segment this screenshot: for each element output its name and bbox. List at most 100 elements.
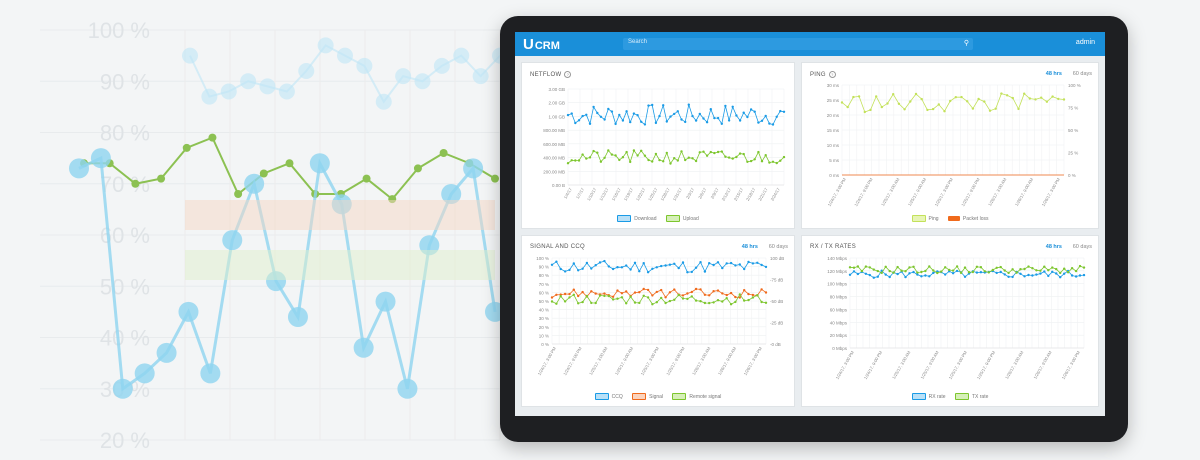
- series-point: [1051, 95, 1054, 98]
- legend-ping[interactable]: Ping: [911, 215, 939, 222]
- help-icon[interactable]: ?: [828, 71, 836, 78]
- series-point: [660, 288, 663, 292]
- series-point: [971, 270, 975, 274]
- bg-series-point: [157, 174, 166, 183]
- series-point: [620, 292, 624, 295]
- search-input[interactable]: Search ⚲: [623, 38, 973, 50]
- legend-tx[interactable]: TX rate: [954, 393, 988, 400]
- series-point: [727, 156, 731, 159]
- series-point: [686, 297, 689, 301]
- bg-series-point: [131, 179, 140, 188]
- user-menu[interactable]: admin: [1075, 39, 1095, 46]
- help-icon[interactable]: ?: [564, 71, 572, 78]
- series-point: [731, 157, 734, 160]
- series-point: [959, 271, 963, 275]
- series-point: [709, 108, 712, 111]
- series-point: [581, 267, 584, 270]
- series-point: [743, 267, 746, 271]
- series-point: [897, 102, 901, 105]
- series-point: [585, 294, 589, 298]
- series-point: [633, 301, 637, 304]
- legend-signal[interactable]: Signal: [632, 393, 663, 400]
- app-logo[interactable]: UCRM: [523, 36, 560, 53]
- series-point: [1023, 275, 1026, 278]
- legend-remote-signal[interactable]: Remote signal: [672, 393, 721, 400]
- legend-download[interactable]: Download: [617, 215, 657, 222]
- series-point: [603, 292, 606, 295]
- range-48hrs[interactable]: 48 hrs: [741, 244, 758, 250]
- range-60days[interactable]: 60 days: [1072, 244, 1092, 250]
- signal-ccq-panel: SIGNAL AND CCQ 48 hrs 60 days 100 % 90 % 8…: [521, 235, 795, 407]
- series-point: [574, 121, 577, 125]
- series-point: [955, 269, 959, 273]
- series-point: [568, 268, 571, 272]
- series-point: [664, 301, 667, 305]
- bg-series-point: [413, 164, 422, 173]
- series-point: [904, 270, 907, 273]
- series-point: [632, 149, 636, 152]
- legend-upload[interactable]: Upload: [665, 215, 699, 222]
- series-point: [721, 266, 724, 270]
- legend-packet-loss[interactable]: Packet loss: [947, 216, 988, 222]
- series-point: [1011, 96, 1014, 100]
- series-point: [914, 92, 918, 96]
- series-point: [590, 267, 593, 270]
- bg-series-point: [90, 148, 111, 169]
- y-tick-label: 0.00 B: [552, 183, 565, 188]
- series-point: [592, 105, 595, 109]
- legend-rx[interactable]: RX rate: [911, 393, 946, 400]
- series-point: [734, 300, 737, 304]
- series-point: [846, 105, 849, 109]
- range-60days[interactable]: 60 days: [1072, 71, 1092, 77]
- series-point: [712, 263, 715, 267]
- series-point: [751, 296, 755, 299]
- series-point: [860, 269, 864, 273]
- series-point: [668, 263, 672, 266]
- series-point: [764, 154, 767, 157]
- series-point: [727, 119, 731, 122]
- series-point: [746, 160, 749, 163]
- series-point: [713, 151, 716, 155]
- range-48hrs[interactable]: 48 hrs: [1045, 244, 1062, 250]
- bg-series-point: [220, 83, 237, 100]
- y-tick-label: 400.00 MB: [543, 156, 565, 161]
- series-point: [694, 159, 698, 163]
- series-point: [764, 301, 768, 304]
- bg-y-tick-label: 40 %: [100, 326, 150, 351]
- series-point: [568, 296, 571, 299]
- bg-series-point: [362, 174, 371, 183]
- search-icon[interactable]: ⚲: [963, 40, 969, 47]
- panel-title: SIGNAL AND CCQ: [530, 244, 585, 250]
- series-point: [1017, 107, 1020, 111]
- series-point: [987, 271, 990, 274]
- series-point: [920, 275, 923, 278]
- bg-series-point: [375, 291, 396, 312]
- series-point: [655, 266, 658, 269]
- series-point: [738, 296, 741, 299]
- series-point: [852, 270, 856, 273]
- series-point: [892, 271, 895, 274]
- series-point: [662, 104, 665, 107]
- series-point: [747, 298, 750, 302]
- series-point: [1043, 270, 1046, 273]
- series-point: [764, 114, 767, 118]
- series-point: [681, 297, 685, 300]
- series-point: [643, 154, 647, 157]
- series-point: [581, 300, 584, 304]
- series-point: [636, 114, 639, 117]
- series-point: [735, 155, 738, 159]
- series-point: [725, 297, 728, 300]
- legend-ccq[interactable]: CCQ: [594, 393, 623, 400]
- series-point: [636, 154, 639, 157]
- series-point: [924, 269, 927, 273]
- series-point: [588, 156, 592, 159]
- series-point: [716, 261, 720, 264]
- series-point: [868, 266, 871, 269]
- range-48hrs[interactable]: 48 hrs: [1045, 71, 1062, 77]
- series-point: [738, 152, 742, 155]
- y-tick-label: 30 ms: [827, 83, 840, 88]
- bg-series-point: [309, 153, 330, 174]
- series-point: [690, 295, 693, 298]
- range-60days[interactable]: 60 days: [768, 244, 788, 250]
- series-point: [603, 156, 606, 159]
